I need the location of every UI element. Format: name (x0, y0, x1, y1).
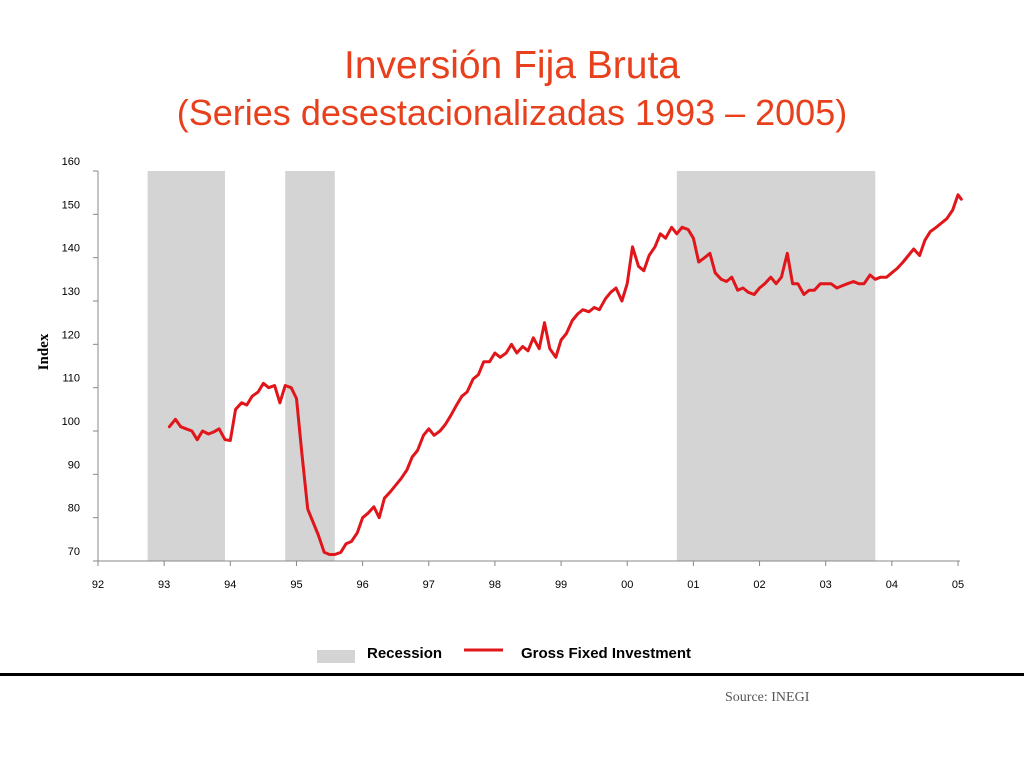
x-tick-label: 96 (356, 579, 368, 591)
y-tick-label: 150 (62, 199, 80, 211)
chart-title: Inversión Fija Bruta (344, 44, 680, 87)
x-tick-label: 04 (886, 579, 898, 591)
y-tick-label: 80 (68, 503, 80, 515)
footer-divider (0, 673, 1024, 676)
x-tick-label: 00 (621, 579, 633, 591)
y-tick-label: 120 (62, 329, 80, 341)
x-tick-label: 97 (423, 579, 435, 591)
x-tick-label: 92 (92, 579, 104, 591)
y-axis-label: Index (36, 333, 52, 370)
y-tick-label: 130 (62, 286, 80, 298)
y-tick-label: 100 (62, 416, 80, 428)
x-tick-label: 98 (489, 579, 501, 591)
legend-series-label: Gross Fixed Investment (521, 645, 692, 662)
source-note: Source: INEGI (725, 690, 810, 705)
x-tick-label: 02 (753, 579, 765, 591)
y-tick-label: 70 (68, 546, 80, 558)
legend-recession-label: Recession (367, 645, 443, 662)
legend-recession-swatch (317, 650, 355, 663)
x-tick-label: 95 (290, 579, 302, 591)
x-tick-label: 05 (952, 579, 964, 591)
recession-band-0 (147, 171, 226, 561)
x-tick-label: 01 (687, 579, 699, 591)
y-tick-label: 110 (62, 373, 80, 385)
x-tick-label: 03 (820, 579, 832, 591)
y-tick-label: 160 (62, 156, 80, 168)
x-tick-label: 93 (158, 579, 170, 591)
series-line-0 (167, 193, 963, 556)
recession-band-2 (676, 171, 876, 561)
recession-band-1 (285, 171, 335, 561)
y-tick-label: 90 (68, 459, 80, 471)
y-tick-label: 140 (62, 243, 80, 255)
x-tick-label: 99 (555, 579, 567, 591)
chart-subtitle: (Series desestacionalizadas 1993 – 2005) (176, 92, 848, 133)
x-tick-label: 94 (224, 579, 236, 591)
